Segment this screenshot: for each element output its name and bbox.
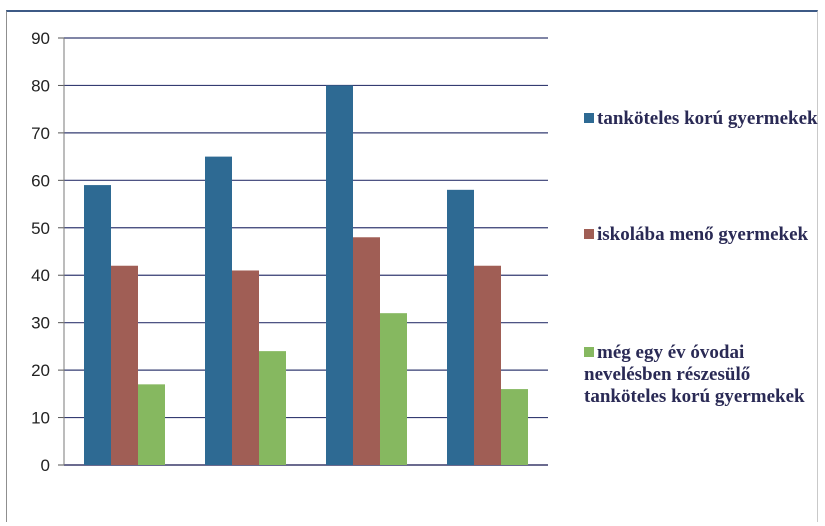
- legend-swatch-series-1: [584, 113, 594, 123]
- bar-series-2-group-3: [353, 237, 380, 465]
- legend-label-series-3: még egy év óvodai nevelésben részesülő t…: [584, 342, 805, 407]
- legend-swatch-series-3: [584, 347, 594, 357]
- legend-item-series-1: tanköteles korú gyermekek: [584, 108, 820, 130]
- y-tick-label: 80: [31, 76, 50, 95]
- bar-series-3-group-3: [380, 313, 407, 465]
- legend-swatch-series-2: [584, 229, 594, 239]
- bar-series-1-group-1: [84, 185, 111, 466]
- y-tick-label: 40: [31, 266, 50, 285]
- bar-series-3-group-1: [138, 384, 165, 465]
- bar-series-3-group-2: [259, 351, 286, 465]
- y-tick-label: 50: [31, 219, 50, 238]
- bar-series-2-group-2: [232, 270, 259, 465]
- y-tick-label: 0: [41, 456, 50, 475]
- y-tick-label: 30: [31, 314, 50, 333]
- bar-series-1-group-3: [326, 85, 353, 465]
- bar-series-3-group-4: [501, 389, 528, 465]
- bar-series-2-group-4: [474, 265, 501, 465]
- bar-series-1-group-2: [205, 156, 232, 465]
- y-tick-label: 60: [31, 171, 50, 190]
- y-tick-label: 20: [31, 361, 50, 380]
- y-tick-label: 70: [31, 124, 50, 143]
- legend-item-series-3: még egy év óvodai nevelésben részesülő t…: [584, 342, 820, 408]
- bar-series-2-group-1: [111, 265, 138, 465]
- legend-item-series-2: iskolába menő gyermekek: [584, 224, 820, 246]
- y-tick-label: 90: [31, 29, 50, 48]
- y-tick-label: 10: [31, 409, 50, 428]
- legend-label-series-2: iskolába menő gyermekek: [597, 224, 809, 245]
- legend-label-series-1: tanköteles korú gyermekek: [597, 108, 818, 129]
- bar-series-1-group-4: [447, 189, 474, 466]
